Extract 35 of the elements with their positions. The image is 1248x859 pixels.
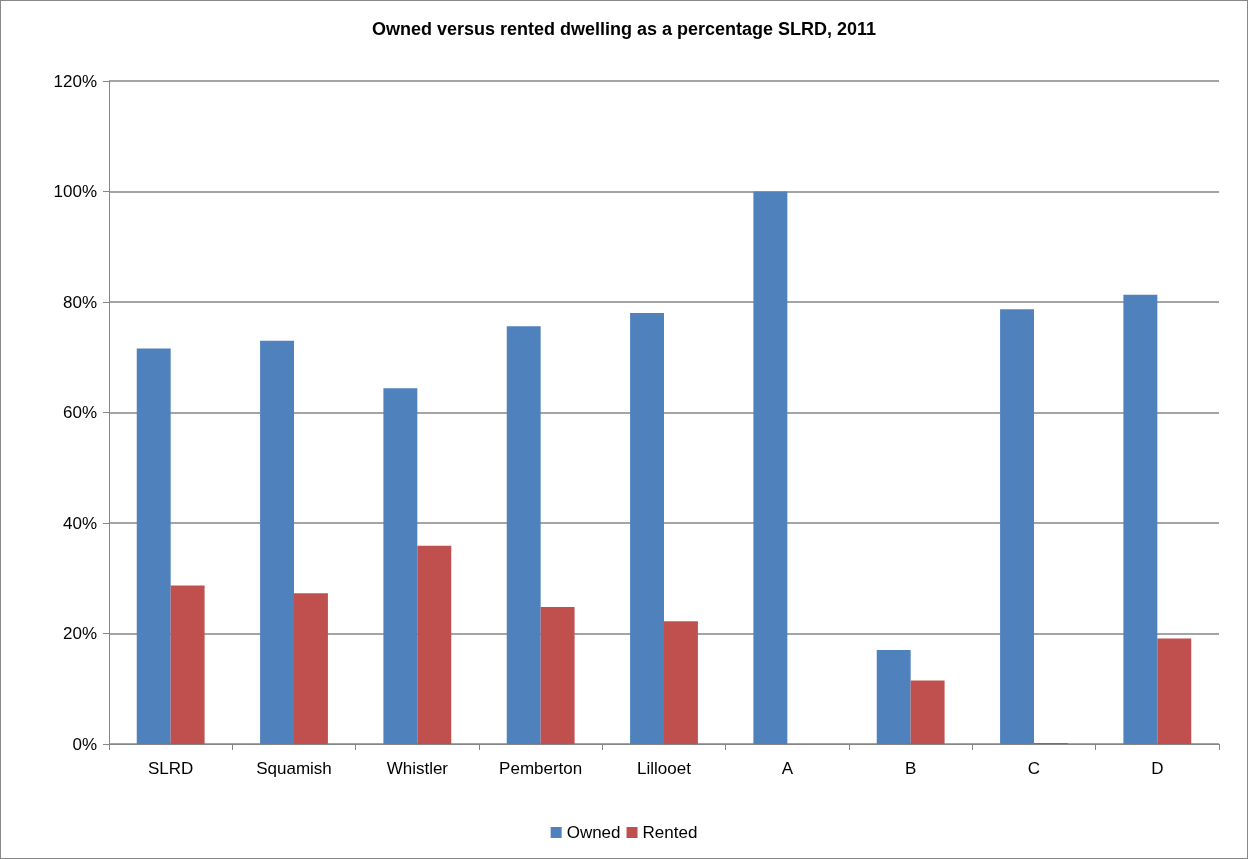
y-tick-label: 120% [53,71,97,91]
x-tick-label: C [1027,759,1041,778]
x-tick-label: B [904,759,917,778]
bar [540,606,575,744]
y-tick-label: 40% [62,513,97,533]
x-tick-label: Pemberton [499,759,583,778]
bar [753,191,788,744]
bar [506,326,541,744]
y-tick-label: 60% [62,403,97,422]
x-tick-label: Lillooet [637,759,692,778]
bar [1000,309,1034,744]
y-tick-label: 100% [53,182,97,201]
bar [170,585,205,744]
bar [664,621,698,744]
x-tick-label: SLRD [147,759,194,778]
bar [1157,638,1192,744]
x-tick-label: A [781,759,794,778]
bar [630,313,664,744]
bar [1123,294,1158,744]
bar [136,348,171,744]
bar [910,680,945,744]
legend-label: Rented [642,823,698,842]
y-tick-label: 20% [62,624,97,643]
bar [294,593,328,744]
bar [383,388,418,744]
chart-title: Owned versus rented dwelling as a percentage SLRD, 2011 [371,19,877,39]
x-tick-label: D [1151,759,1164,778]
y-tick-label: 80% [62,292,97,312]
y-tick-label: 0% [72,734,97,754]
bar [417,545,452,744]
legend-label: Owned [566,823,621,842]
x-tick-label: Squamish [256,759,332,778]
bar [876,650,911,744]
bar [260,340,294,744]
x-tick-label: Whistler [386,759,449,778]
